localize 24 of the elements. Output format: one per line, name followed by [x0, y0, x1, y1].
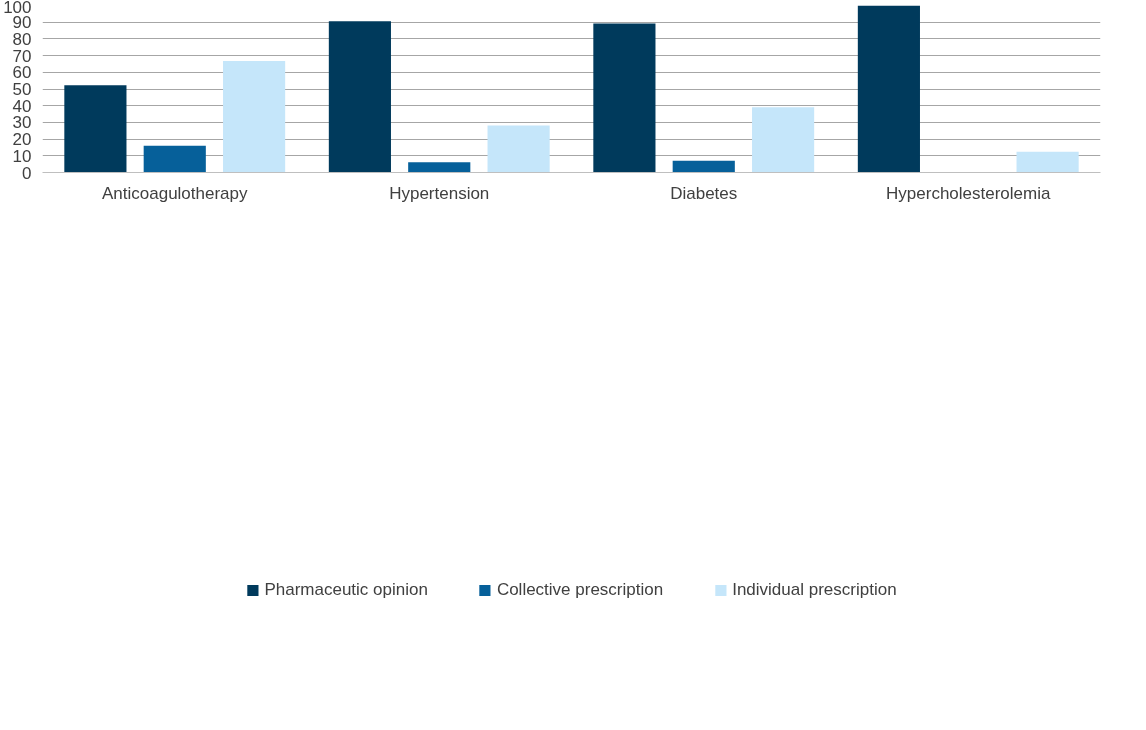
- legend-label: Collective prescription: [496, 580, 664, 600]
- bar: [64, 85, 127, 173]
- legend-label: Individual prescription: [732, 580, 897, 600]
- bar: [593, 23, 656, 173]
- y-tick-label: 70: [12, 46, 32, 66]
- bar: [223, 61, 286, 173]
- bar: [672, 160, 735, 173]
- legend-label: Pharmaceutic opinion: [264, 580, 428, 600]
- y-tick-label: 0: [22, 163, 32, 183]
- x-tick-label: Hypertension: [389, 183, 490, 203]
- bar: [752, 107, 815, 173]
- bar: [328, 21, 391, 173]
- y-tick-label: 30: [12, 113, 32, 133]
- y-tick-label: 40: [12, 96, 32, 116]
- bar: [1016, 151, 1079, 173]
- bar: [143, 145, 206, 173]
- bar: [487, 125, 550, 173]
- bar: [408, 162, 471, 173]
- y-tick-label: 50: [12, 80, 32, 99]
- x-tick-label: Anticoagulotherapy: [101, 183, 249, 203]
- x-tick-label: Diabetes: [670, 183, 738, 203]
- bar: [857, 5, 920, 173]
- x-tick-label: Hypercholesterolemia: [886, 183, 1051, 203]
- y-tick-label: 60: [12, 63, 32, 83]
